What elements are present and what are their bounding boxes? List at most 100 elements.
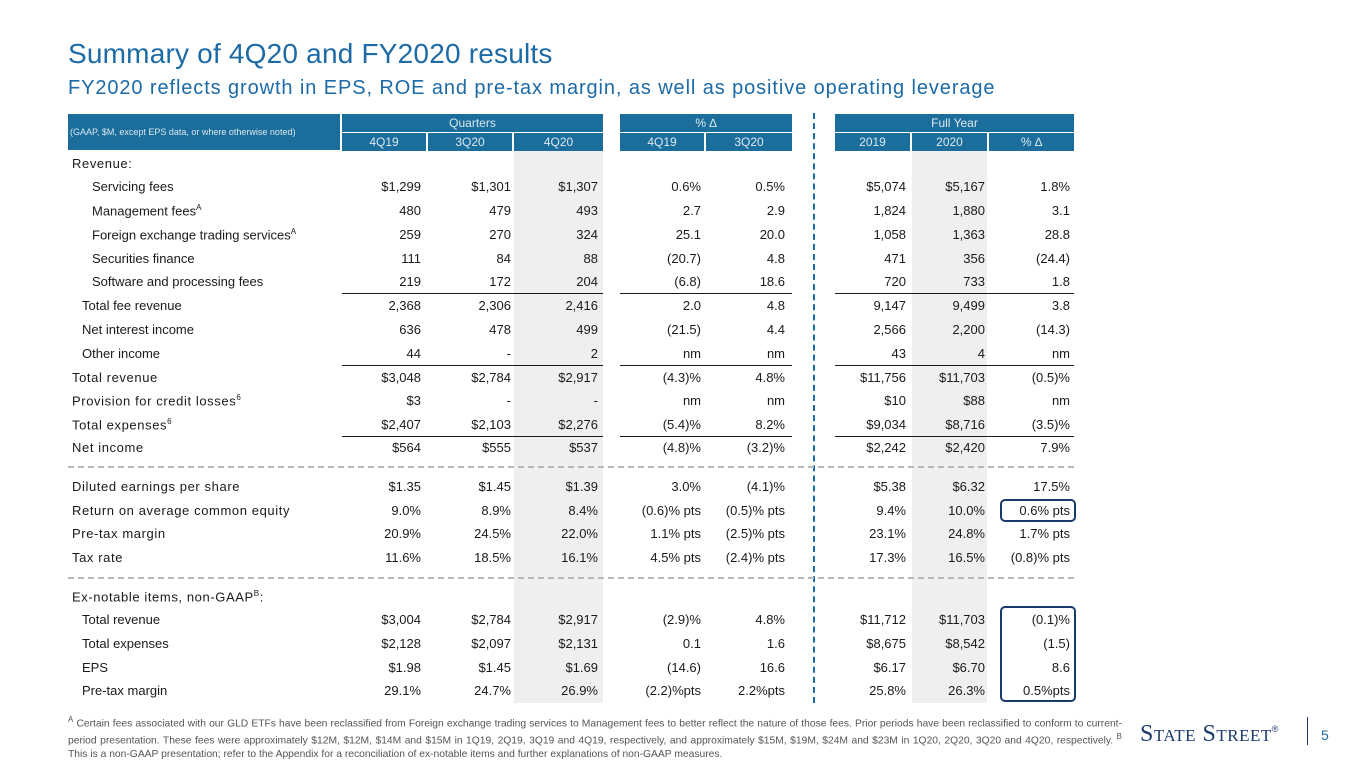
cell-value: (1.5) [1043, 636, 1070, 651]
cell-value: 1,363 [952, 227, 985, 242]
row-label-superscript: 6 [236, 393, 242, 402]
total-rule [620, 365, 792, 366]
row-label: Total expenses6 [72, 417, 173, 433]
cell-value: 0.6% pts [1019, 503, 1070, 518]
row-label: Ex-notable items, non-GAAPB: [72, 589, 264, 605]
cell-value: 1,880 [952, 203, 985, 218]
cell-value: 16.5% [948, 550, 985, 565]
cell-value: $2,917 [558, 370, 598, 385]
cell-value: 356 [963, 251, 985, 266]
cell-value: $537 [569, 440, 598, 455]
row-label: Management feesA [92, 203, 202, 219]
row-label: Net interest income [82, 322, 194, 337]
cell-value: 16.6 [759, 660, 785, 675]
row-label-superscript: 6 [167, 417, 173, 426]
col-header: 4Q19 [342, 133, 426, 151]
cell-value: 9.0% [391, 503, 421, 518]
cell-value: $11,703 [938, 370, 985, 385]
table-row: Revenue: [0, 152, 1365, 175]
table-row: Total expenses6 $2,407 $2,103 $2,276 (5.4)% 8… [0, 413, 1365, 436]
footnote: A Certain fees associated with our GLD E… [68, 713, 1122, 761]
cell-value: 29.1% [384, 683, 421, 698]
table-row: Management feesA 480 479 493 2.7 2.9 1,824 1,88… [0, 199, 1365, 222]
cell-value: $6.17 [873, 660, 906, 675]
cell-value: (0.5)% pts [725, 503, 785, 518]
footnote-b: This is a non-GAAP presentation; refer t… [68, 748, 723, 760]
cell-value: 4.8% [755, 612, 785, 627]
cell-value: $5.38 [873, 479, 906, 494]
cell-value: nm [766, 346, 785, 361]
table-row: Total revenue $3,004 $2,784 $2,917 (2.9)% 4.8… [0, 608, 1365, 631]
cell-value: nm [682, 346, 701, 361]
cell-value: $2,103 [471, 417, 511, 432]
cell-value: 8.2% [755, 417, 785, 432]
cell-value: (5.4)% [662, 417, 701, 432]
cell-value: $3,004 [381, 612, 421, 627]
cell-value: 219 [399, 274, 421, 289]
row-label: Revenue: [72, 156, 133, 171]
cell-value: $11,703 [938, 612, 985, 627]
cell-value: 18.6 [759, 274, 785, 289]
cell-value: 1.8 [1051, 274, 1070, 289]
header-quarters: Quarters [342, 114, 603, 132]
cell-value: 24.7% [474, 683, 511, 698]
cell-value: $2,407 [381, 417, 421, 432]
cell-value: (14.3) [1036, 322, 1070, 337]
cell-value: 0.1 [682, 636, 701, 651]
cell-value: (6.8) [674, 274, 701, 289]
cell-value: 7.9% [1040, 440, 1070, 455]
cell-value: 10.0% [948, 503, 985, 518]
cell-value: 111 [401, 251, 421, 266]
cell-value: $11,712 [859, 612, 906, 627]
table-row: Net income $564 $555 $537 (4.8)% (3.2)% $2,242… [0, 436, 1365, 459]
cell-value: $1.39 [565, 479, 598, 494]
cell-value: 324 [576, 227, 598, 242]
cell-value: 4.8 [766, 251, 785, 266]
cell-value: 2,566 [873, 322, 906, 337]
cell-value: $3 [406, 393, 421, 408]
row-label-superscript: A [290, 227, 297, 236]
total-rule [835, 365, 1074, 366]
cell-value: 0.5% [755, 179, 785, 194]
cell-value: $2,784 [471, 370, 511, 385]
cell-value: 172 [489, 274, 511, 289]
total-rule [342, 293, 603, 294]
cell-value: 493 [576, 203, 598, 218]
table-row: Software and processing fees 219 172 204 (6.… [0, 270, 1365, 293]
cell-value: 20.0 [759, 227, 785, 242]
header-pct-change: % ∆ [620, 114, 792, 132]
total-rule [620, 293, 792, 294]
cell-value: $8,716 [945, 417, 985, 432]
cell-value: 4.5% pts [650, 550, 701, 565]
row-label-suffix: : [259, 589, 264, 605]
cell-value: 17.5% [1033, 479, 1070, 494]
cell-value: 2,200 [952, 322, 985, 337]
cell-value: 84 [496, 251, 511, 266]
cell-value: $5,167 [945, 179, 985, 194]
total-rule [835, 436, 1074, 437]
cell-value: 478 [489, 322, 511, 337]
cell-value: $2,097 [471, 636, 511, 651]
total-rule [620, 436, 792, 437]
table-row: Pre-tax margin 29.1% 24.7% 26.9% (2.2)%pts 2.… [0, 679, 1365, 702]
cell-value: 1.6 [766, 636, 785, 651]
cell-value: $5,074 [866, 179, 906, 194]
page-title: Summary of 4Q20 and FY2020 results [68, 38, 553, 69]
section-divider [813, 113, 815, 703]
table-row: Return on average common equity 9.0% 8.9% 8… [0, 499, 1365, 522]
cell-value: 24.5% [474, 526, 511, 541]
cell-value: $8,542 [945, 636, 985, 651]
cell-value: 23.1% [869, 526, 906, 541]
cell-value: 17.3% [869, 550, 906, 565]
cell-value: 24.8% [948, 526, 985, 541]
cell-value: 18.5% [474, 550, 511, 565]
table-row: Securities finance 111 84 88 (20.7) 4.8 471 356… [0, 247, 1365, 270]
cell-value: $10 [884, 393, 906, 408]
section-separator [68, 577, 1074, 579]
row-label: Net income [72, 440, 144, 455]
cell-value: nm [1051, 393, 1070, 408]
cell-value: $11,756 [859, 370, 906, 385]
cell-value: 720 [884, 274, 906, 289]
cell-value: 11.6% [385, 550, 421, 565]
cell-value: $1.98 [388, 660, 421, 675]
